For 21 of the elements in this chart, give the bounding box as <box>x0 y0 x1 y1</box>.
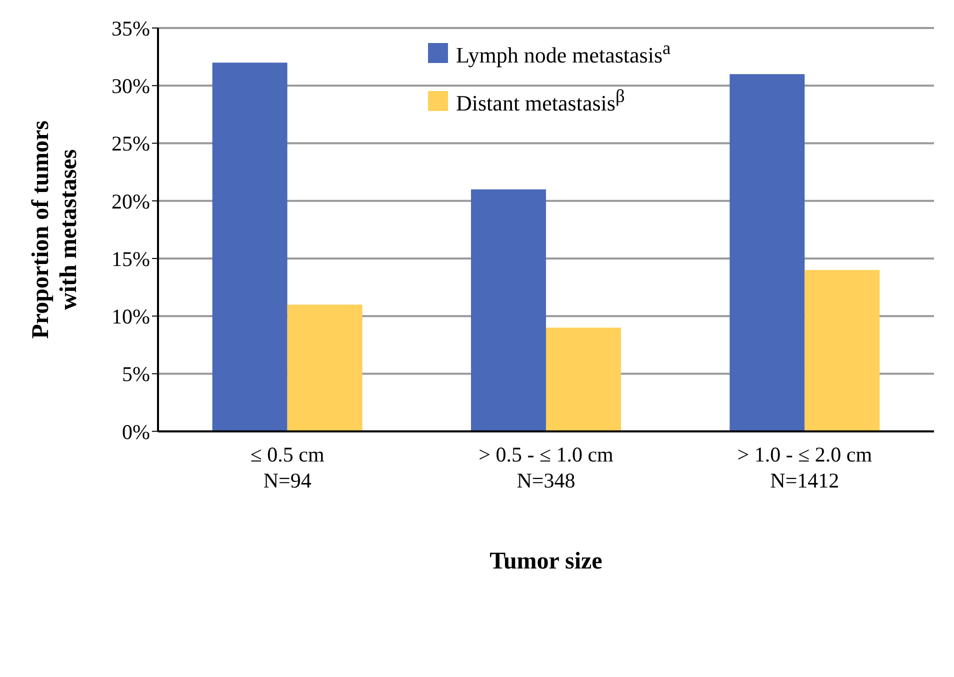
y-tick-label: 5% <box>122 362 150 386</box>
y-tick-label: 25% <box>112 132 150 156</box>
bar <box>546 328 621 432</box>
bar <box>212 62 288 432</box>
x-tick-label: ≤ 0.5 cm N=94 <box>250 442 324 492</box>
x-axis-title: Tumor size <box>490 548 603 574</box>
y-tick-label: 15% <box>112 246 150 271</box>
y-tick-label: 0% <box>122 420 150 444</box>
bar <box>287 304 362 432</box>
y-axis-title: Proportion of tumors with metastases <box>28 120 82 339</box>
x-tick-label: > 0.5 - ≤ 1.0 cm N=348 <box>478 442 614 492</box>
y-tick-label: 10% <box>112 304 150 329</box>
legend-label: Distant metastasis$^{β}$ <box>456 86 625 117</box>
y-tick-label: 20% <box>112 189 150 214</box>
y-tick-label: 30% <box>112 74 150 98</box>
y-tick-label: 35% <box>112 16 150 40</box>
bar <box>730 74 805 432</box>
legend-label: Lymph node metastasis$^{a}$ <box>456 38 671 68</box>
bar <box>470 189 546 432</box>
bar <box>804 270 880 432</box>
x-tick-label: > 1.0 - ≤ 2.0 cm N=1412 <box>737 442 872 492</box>
